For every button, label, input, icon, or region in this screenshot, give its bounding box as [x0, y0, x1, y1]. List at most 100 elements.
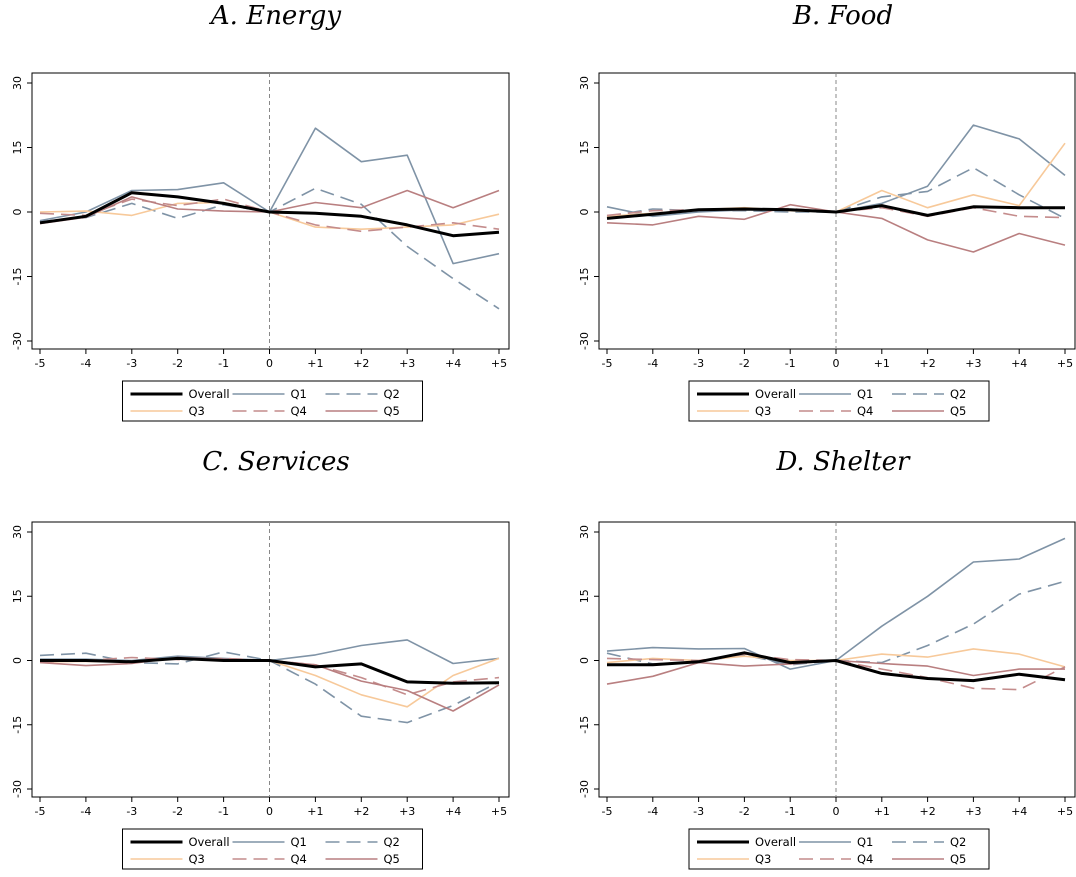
x-tick-label: +3	[965, 357, 981, 370]
x-tick-label: +3	[399, 805, 415, 818]
legend-box	[688, 828, 990, 870]
y-tick-label: -30	[11, 332, 24, 350]
legend-label: Q4	[857, 404, 873, 418]
legend-label: Q1	[857, 835, 873, 849]
legend-label: Overall	[189, 835, 230, 849]
legend-label: Q4	[291, 404, 307, 418]
panel-3: C. Services -30 -15 0 15 30 -5 -4 -3 -2 -1 0 +1 +2 +3 +…	[11, 447, 510, 870]
x-tick-label: +3	[965, 805, 981, 818]
panel-4: D. Shelter -30 -15 0 15 30 -5 -4 -3 -2 -1 0 +1 +2 +3 +4…	[578, 447, 1076, 870]
series-line-q4	[39, 656, 500, 696]
y-tick-label: 30	[578, 525, 591, 539]
legend-label: Q1	[291, 835, 307, 849]
panel-title: C. Services	[202, 447, 349, 477]
y-tick-label: 15	[11, 589, 24, 603]
legend-label: Overall	[755, 835, 796, 849]
x-tick-label: -3	[126, 357, 137, 370]
y-tick-label: -15	[11, 716, 24, 734]
y-tick-label: -15	[11, 268, 24, 286]
panel-2: B. Food -30 -15 0 15 30 -5 -4 -3 -2 -1 0 +1 +2 +3 +4 +5 O…	[578, 1, 1076, 422]
x-tick-label: -1	[785, 805, 796, 818]
legend-label: Q5	[384, 852, 400, 866]
x-tick-label: +4	[445, 805, 461, 818]
legend-label: Q3	[189, 404, 205, 418]
x-tick-label: 0	[266, 805, 273, 818]
x-tick-label: 0	[833, 805, 840, 818]
panel-1: A. Energy -30 -15 0 15 30 -5 -4 -3 -2 -1 0 +1 +2 +3 +4 +…	[11, 1, 510, 422]
y-tick-label: 15	[578, 141, 591, 155]
x-tick-label: +1	[307, 357, 323, 370]
series-line-overall	[40, 656, 500, 685]
legend-label: Q5	[950, 852, 966, 866]
plot-frame	[31, 521, 510, 798]
legend-label: Q5	[384, 404, 400, 418]
y-tick-label: 0	[11, 209, 24, 216]
y-tick-label: 0	[11, 657, 24, 664]
series-line-overall	[39, 191, 500, 238]
panel-title: B. Food	[792, 1, 893, 31]
legend-label: Q1	[857, 387, 873, 401]
x-tick-label: +2	[353, 805, 369, 818]
x-tick-label: +5	[1057, 805, 1073, 818]
x-tick-label: -2	[739, 357, 750, 370]
y-tick-label: -15	[578, 268, 591, 286]
y-tick-label: 15	[578, 589, 591, 603]
x-tick-label: +2	[919, 357, 935, 370]
x-tick-label: -4	[647, 805, 658, 818]
legend-box	[688, 380, 990, 422]
x-tick-label: +3	[399, 357, 415, 370]
legend-label: Overall	[189, 387, 230, 401]
panel-title: D. Shelter	[776, 447, 912, 477]
x-tick-label: -1	[218, 805, 229, 818]
legend-label: Overall	[755, 387, 796, 401]
legend: Overall Q1 Q2 Q3 Q4 Q5	[122, 828, 423, 870]
y-tick-label: 0	[578, 657, 591, 664]
y-tick-label: -15	[578, 716, 591, 734]
x-tick-label: -3	[693, 805, 704, 818]
legend-label: Q3	[755, 404, 771, 418]
x-tick-label: +5	[491, 357, 507, 370]
y-tick-label: -30	[578, 780, 591, 798]
plot-frame	[598, 72, 1076, 350]
x-tick-label: -5	[35, 805, 46, 818]
x-tick-label: 0	[833, 357, 840, 370]
plot-frame	[31, 72, 510, 350]
legend-label: Q5	[950, 404, 966, 418]
x-tick-label: -1	[785, 357, 796, 370]
legend: Overall Q1 Q2 Q3 Q4 Q5	[688, 380, 990, 422]
x-tick-label: +4	[1011, 805, 1027, 818]
x-tick-label: +1	[307, 805, 323, 818]
y-tick-label: 0	[578, 209, 591, 216]
x-tick-label: +4	[1011, 357, 1027, 370]
x-tick-label: -3	[693, 357, 704, 370]
x-tick-label: +4	[445, 357, 461, 370]
x-tick-label: -4	[80, 357, 91, 370]
y-tick-label: 30	[11, 76, 24, 90]
legend-label: Q2	[950, 387, 966, 401]
legend-box	[122, 828, 423, 870]
legend-label: Q3	[189, 852, 205, 866]
y-tick-label: 15	[11, 141, 24, 155]
legend: Overall Q1 Q2 Q3 Q4 Q5	[122, 380, 423, 422]
x-tick-label: -2	[739, 805, 750, 818]
x-tick-label: -5	[602, 805, 613, 818]
legend-box	[122, 380, 423, 422]
x-tick-label: +5	[1057, 357, 1073, 370]
x-tick-label: -2	[172, 357, 183, 370]
x-tick-label: -4	[647, 357, 658, 370]
x-tick-label: -4	[80, 805, 91, 818]
panel-title: A. Energy	[209, 1, 341, 31]
x-tick-label: +5	[491, 805, 507, 818]
y-tick-label: -30	[578, 332, 591, 350]
x-tick-label: 0	[266, 357, 273, 370]
x-tick-label: -3	[126, 805, 137, 818]
y-tick-label: 30	[578, 76, 591, 90]
series-line-overall	[607, 651, 1066, 683]
y-tick-label: 30	[11, 525, 24, 539]
y-tick-label: -30	[11, 780, 24, 798]
legend-label: Q2	[384, 387, 400, 401]
x-tick-label: -5	[602, 357, 613, 370]
legend-label: Q2	[950, 835, 966, 849]
legend-label: Q3	[755, 852, 771, 866]
